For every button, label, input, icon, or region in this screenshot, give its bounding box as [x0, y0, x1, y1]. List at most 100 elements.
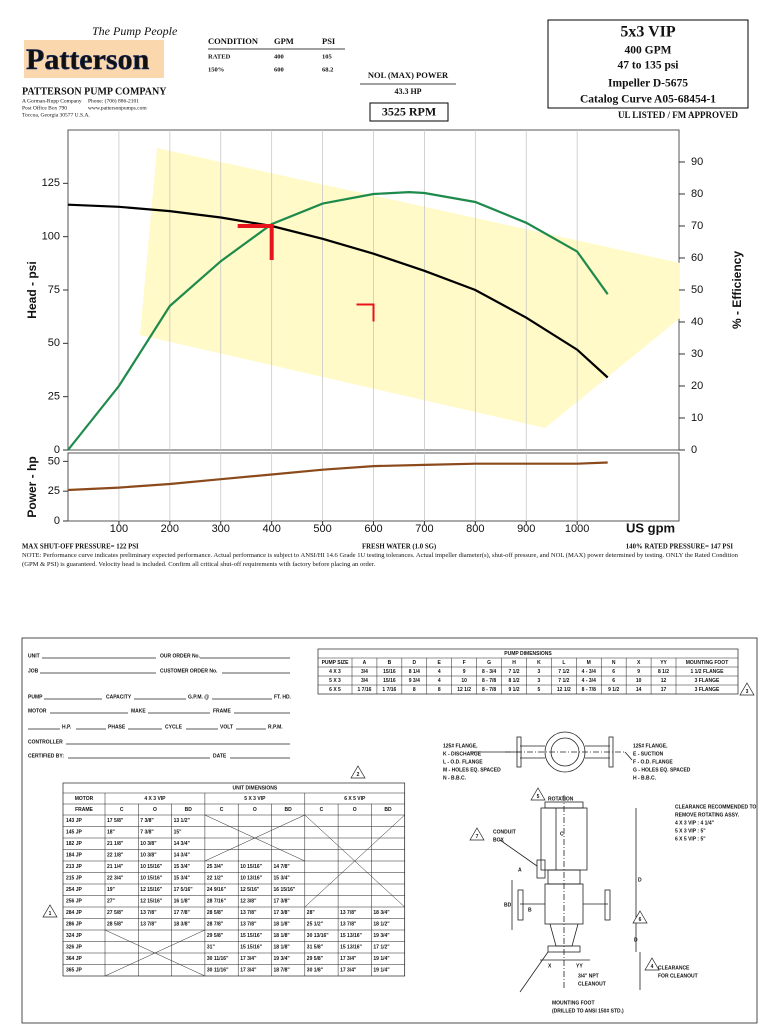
column-header: L — [562, 660, 565, 666]
cell: 8 1/4 — [409, 669, 420, 675]
cell: 8 — [438, 687, 441, 693]
column-header: FRAME — [75, 807, 93, 813]
column-header: K — [537, 660, 541, 666]
cell: 13 7/8" — [340, 922, 357, 928]
frame-label: 286 JP — [66, 922, 83, 928]
unit-dimensions-table: UNIT DIMENSIONS MOTOR FRAME 4 X 3 VIP C O BD 5 … — [62, 782, 406, 977]
series-line — [67, 190, 609, 451]
y-tick-label: 25 — [48, 485, 60, 497]
cell: 3 — [538, 678, 541, 684]
callout: CLEARANCE — [658, 965, 690, 971]
form-label: PUMP — [28, 694, 43, 700]
series-line — [67, 461, 608, 492]
cell: 68.2 — [322, 66, 333, 73]
cell: 28 5/8" — [207, 910, 224, 916]
cell: 31" — [207, 945, 216, 951]
cell: 25 3/4" — [207, 864, 224, 870]
cell: 12 3/8" — [240, 899, 257, 905]
y-tick-label: 100 — [42, 231, 60, 243]
cell: 10 3/8" — [140, 841, 157, 847]
note-flags: 1 2 3 4 5 6 7 — [42, 682, 755, 971]
column-header: O — [253, 807, 257, 813]
cell: 19 3/4" — [373, 933, 390, 939]
cell: 13 7/8" — [140, 910, 157, 916]
column-header: E — [438, 660, 442, 666]
pump-drawing — [470, 731, 641, 993]
cell: 19 3/4" — [274, 956, 291, 962]
x-tick-label: 100 — [110, 523, 128, 535]
cell: 12 1/2 — [457, 687, 471, 693]
company-name: PATTERSON PUMP COMPANY — [22, 86, 167, 97]
note-number: 4 — [651, 964, 654, 970]
callout: K - DISCHARGE — [443, 751, 482, 757]
form-label: VOLT — [220, 724, 233, 730]
cell: 17 3/4" — [340, 956, 357, 962]
cell: 17 5/16" — [174, 887, 194, 893]
form-label: DATE — [213, 753, 227, 759]
column-header: CONDITION — [208, 36, 259, 46]
contact-line: Phone: (706) 886-2101 — [88, 97, 139, 104]
cell: 600 — [274, 66, 284, 73]
callout: REMOVE ROTATING ASSY. — [675, 812, 740, 818]
form-label: H.P. — [62, 724, 72, 730]
cell: 7 3/8" — [140, 818, 154, 824]
callout: L - O.D. FLANGE — [443, 759, 483, 765]
leader — [499, 839, 538, 867]
callout: 5 X 3 VIP : 5" — [675, 828, 706, 834]
cell: 30 11/16" — [207, 968, 229, 974]
form-label: CAPACITY — [106, 694, 132, 700]
dimension-letter: BD — [504, 902, 512, 908]
column-header: BD — [285, 807, 293, 813]
callout: G - HOLES EQ. SPACED — [633, 767, 691, 773]
x-tick-label: 900 — [517, 523, 535, 535]
x-tick-label: 400 — [262, 523, 280, 535]
column-header: MOTOR — [75, 796, 94, 802]
y2-axis-label: % - Efficiency — [730, 251, 744, 329]
nol-value: 43.3 HP — [394, 87, 421, 96]
dimension-letter: A — [518, 867, 522, 873]
column-header: PUMP SIZE — [322, 660, 350, 666]
note-number: 7 — [476, 834, 479, 840]
y-tick-label: 75 — [48, 284, 60, 296]
column-header: O — [153, 807, 157, 813]
frame-label: 365 JP — [66, 968, 83, 974]
cell: 1 7/16 — [358, 687, 372, 693]
cell: 17 7/8" — [174, 910, 191, 916]
leader — [519, 951, 549, 993]
conditions-table: CONDITION GPM PSI RATED 400 105 150% 600 68.2 — [208, 36, 345, 73]
cell: 16 1/8" — [174, 899, 191, 905]
cell: 30 1/8" — [307, 968, 324, 974]
cell: 21 1/4" — [107, 864, 124, 870]
cell: 17 3/4" — [340, 968, 357, 974]
column-header: X — [637, 660, 641, 666]
group-header: 6 X 5 VIP — [344, 796, 366, 802]
callout: CONDUIT — [493, 829, 516, 835]
cell: 8 — [413, 687, 416, 693]
cell: 4 - 3/4 — [582, 669, 596, 675]
cell: 14 3/4" — [174, 853, 191, 859]
callout: FOR CLEANOUT — [658, 973, 698, 979]
column-header: D — [412, 660, 416, 666]
cell: 8 - 7/8 — [582, 687, 596, 693]
column-header: BD — [185, 807, 193, 813]
column-header: F — [463, 660, 466, 666]
cell: 15 3/4" — [174, 876, 191, 882]
x-tick-label: 500 — [313, 523, 331, 535]
form-label: JOB — [28, 668, 39, 674]
cell: 14 — [636, 687, 642, 693]
dimension-letter: C — [560, 831, 564, 837]
dimension-letter: B — [528, 907, 532, 913]
column-header: C — [220, 807, 224, 813]
table-border — [317, 648, 739, 695]
cell: 12 15/16" — [140, 899, 162, 905]
column-header: G — [487, 660, 491, 666]
cell: 5 — [538, 687, 541, 693]
note-number: 1 — [49, 911, 52, 917]
cell: 14 3/4" — [174, 841, 191, 847]
cell: 17 — [661, 687, 667, 693]
cell: 3 — [538, 669, 541, 675]
form-label: CUSTOMER ORDER No. — [160, 668, 218, 674]
cell: 8 - 7/8 — [482, 687, 496, 693]
cell: 13 7/8" — [240, 910, 257, 916]
